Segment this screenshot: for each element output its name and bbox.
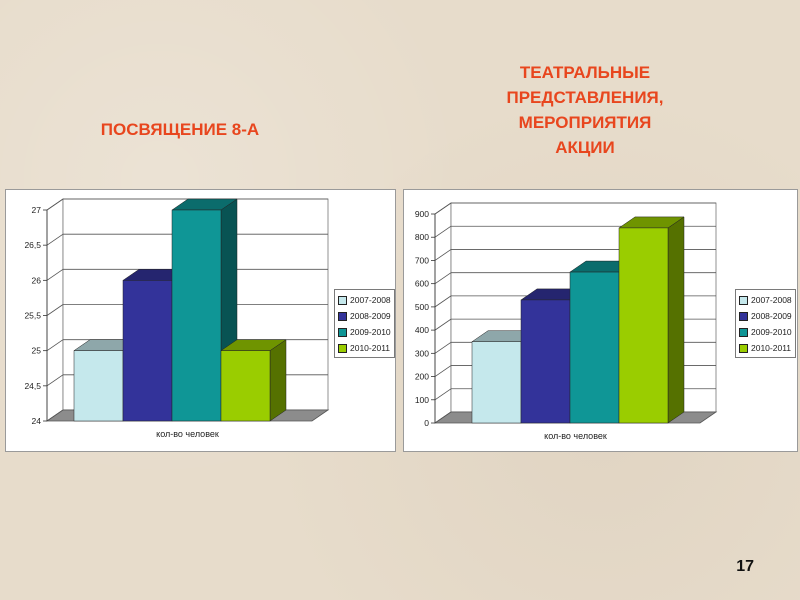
chart-legend: 2007-2008 2008-2009 2009-2010 2010-2011: [334, 289, 395, 358]
gridline-side: [434, 202, 452, 215]
bar-side: [269, 339, 287, 422]
bar: [122, 280, 173, 422]
y-tick-label: 500: [415, 302, 429, 312]
gridline-side: [434, 272, 452, 284]
legend-item: 2009-2010: [739, 324, 792, 340]
gridline-side: [434, 318, 452, 331]
legend-label: 2007-2008: [751, 295, 792, 305]
y-tick-label: 24: [32, 416, 42, 426]
legend-item: 2009-2010: [338, 324, 391, 340]
legend-item: 2010-2011: [338, 340, 391, 356]
legend-swatch: [739, 311, 748, 321]
y-tick-label: 200: [415, 372, 429, 382]
chart-plot-right: 0 100 200 300 400 500 600 700 800 900 кол-во челов…: [415, 202, 718, 441]
x-axis-label: кол-во человек: [156, 429, 219, 439]
gridline-side: [46, 339, 64, 351]
y-tick-label: 400: [415, 325, 429, 335]
y-tick-label: 26: [32, 275, 42, 285]
y-tick-label: 24,5: [24, 381, 41, 391]
bar-side: [667, 216, 685, 424]
bar-chart-right: 0 100 200 300 400 500 600 700 800 900 кол-во челов…: [403, 189, 798, 452]
legend-swatch: [739, 327, 748, 337]
gridline-side: [434, 365, 452, 377]
x-axis-label: кол-во человек: [544, 431, 607, 441]
y-tick-label: 600: [415, 279, 429, 289]
legend-swatch: [338, 295, 347, 305]
y-tick-label: 700: [415, 255, 429, 265]
y-tick-label: 800: [415, 232, 429, 242]
legend-label: 2010-2011: [350, 343, 391, 353]
legend-swatch: [338, 327, 347, 337]
gridline-side: [46, 269, 64, 281]
bar: [569, 271, 620, 424]
title-right-line: ПРЕДСТАВЛЕНИЯ,: [506, 88, 664, 107]
legend-label: 2009-2010: [751, 327, 792, 337]
legend-label: 2008-2009: [350, 311, 391, 321]
gridline-side: [434, 249, 452, 261]
y-tick-label: 25: [32, 346, 42, 356]
y-tick-label: 25,5: [24, 311, 41, 321]
legend-swatch: [338, 311, 347, 321]
y-tick-label: 900: [415, 209, 429, 219]
title-right-line: ТЕАТРАЛЬНЫЕ: [519, 63, 651, 82]
gridline-side: [46, 304, 64, 316]
legend-label: 2010-2011: [751, 343, 792, 353]
y-tick-label: 300: [415, 348, 429, 358]
bar: [618, 227, 669, 424]
legend-label: 2009-2010: [350, 327, 391, 337]
bar-chart-left: 24 24,5 25 25,5 26 26,5 27 кол-во человек 2007-…: [5, 189, 396, 452]
legend-label: 2008-2009: [751, 311, 792, 321]
legend-item: 2007-2008: [338, 292, 391, 308]
legend-swatch: [739, 343, 748, 353]
y-tick-label: 100: [415, 395, 429, 405]
bar: [220, 350, 271, 422]
gridline-side: [434, 225, 452, 238]
gridline-side: [434, 295, 452, 308]
y-tick-label: 27: [32, 205, 42, 215]
chart-title-left: ПОСВЯЩЕНИЕ 8-А: [100, 120, 260, 139]
chart-title-right: ТЕАТРАЛЬНЫЕ ПРЕДСТАВЛЕНИЯ, МЕРОПРИЯТИЯ А…: [455, 60, 715, 160]
legend-item: 2008-2009: [739, 308, 792, 324]
legend-item: 2008-2009: [338, 308, 391, 324]
bar: [73, 350, 124, 422]
title-right-line: МЕРОПРИЯТИЯ: [518, 113, 652, 132]
title-right-line: АКЦИИ: [555, 138, 615, 157]
bar: [171, 209, 222, 422]
legend-swatch: [338, 343, 347, 353]
legend-item: 2007-2008: [739, 292, 792, 308]
legend-swatch: [739, 295, 748, 305]
gridline-side: [46, 233, 64, 246]
chart-legend: 2007-2008 2008-2009 2009-2010 2010-2011: [735, 289, 796, 358]
gridline-side: [434, 388, 452, 401]
page-number: 17: [736, 558, 754, 575]
gridline-side: [46, 198, 64, 211]
chart-plot-left: 24 24,5 25 25,5 26 26,5 27 кол-во человек: [24, 198, 330, 439]
bar: [520, 299, 571, 424]
y-tick-label: 26,5: [24, 240, 41, 250]
y-tick-label: 0: [424, 418, 429, 428]
legend-label: 2007-2008: [350, 295, 391, 305]
bar: [471, 341, 522, 424]
gridline-side: [46, 374, 64, 387]
legend-item: 2010-2011: [739, 340, 792, 356]
gridline-side: [434, 342, 452, 354]
